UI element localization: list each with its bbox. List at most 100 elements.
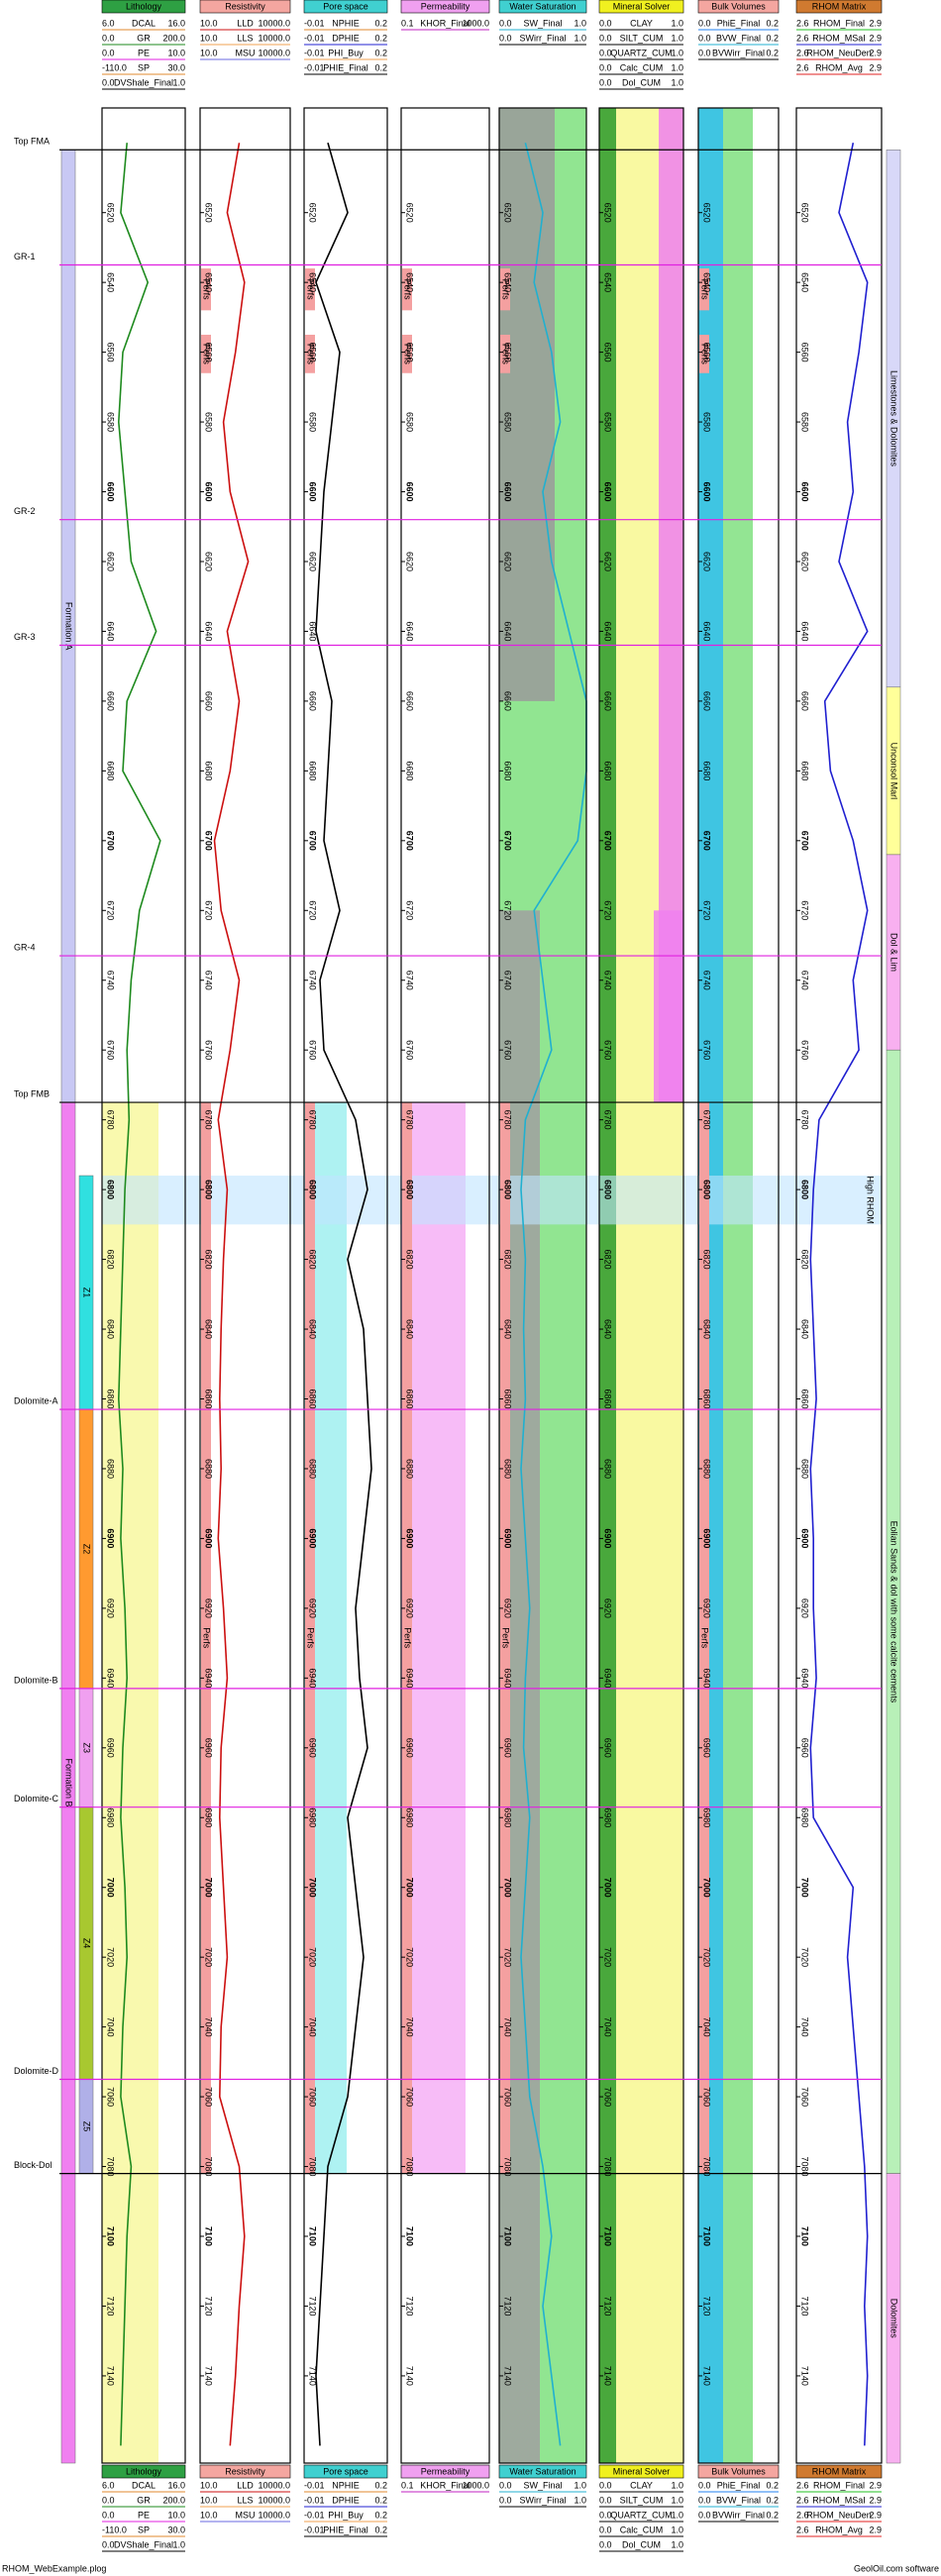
depth-label: 6660	[503, 691, 513, 711]
marker-label: Top FMB	[14, 1088, 50, 1098]
depth-label: 6640	[204, 621, 214, 641]
perf-label: Perfs	[403, 344, 413, 365]
track-title: RHOM Matrix	[812, 1, 867, 11]
perf-band	[699, 1102, 709, 2174]
depth-label: 7000	[106, 1878, 116, 1898]
track-title: Resistivity	[225, 2466, 265, 2476]
scale-right: 0.2	[374, 2480, 387, 2490]
scale-left: 2.6	[796, 33, 809, 43]
scale-right: 200.0	[162, 33, 185, 43]
scale-name: MSU	[236, 48, 256, 57]
depth-label: 6940	[603, 1668, 613, 1688]
track-title: Bulk Volumes	[711, 1, 766, 11]
depth-label: 6700	[503, 831, 513, 851]
scale-left: 0.0	[698, 2495, 711, 2505]
scale-name: DCAL	[132, 18, 156, 28]
track-header	[498, 0, 587, 14]
depth-label: 6880	[603, 1459, 613, 1479]
scale-right: 1.0	[671, 77, 683, 87]
depth-label: 6880	[106, 1459, 116, 1479]
depth-label: 6800	[106, 1180, 116, 1199]
scale-name: PE	[138, 2510, 150, 2520]
perf-band	[402, 268, 412, 311]
depth-label: 6960	[308, 1738, 318, 1758]
curve	[520, 143, 587, 2446]
depth-label: 6700	[702, 831, 712, 851]
perf-band	[402, 334, 412, 373]
fill-area	[499, 108, 555, 701]
scale-left: 0.0	[599, 2480, 612, 2490]
scale-right: 1.0	[671, 2524, 683, 2534]
depth-label: 6720	[204, 900, 214, 920]
scale-right: 0.2	[374, 2510, 387, 2520]
depth-label: 6640	[800, 621, 810, 641]
depth-label: 6940	[800, 1668, 810, 1688]
scale-left: 0.0	[599, 48, 612, 57]
perf-band	[305, 1102, 315, 2174]
track-frame	[795, 107, 883, 2464]
depth-label: 7080	[603, 2157, 613, 2177]
scale-left: 10.0	[200, 2510, 218, 2520]
perf-label: Perfs	[501, 1627, 511, 1649]
scale-right: 30.0	[167, 62, 185, 72]
track-header	[303, 0, 388, 14]
depth-label: 6820	[503, 1250, 513, 1270]
depth-label: 7060	[204, 2087, 214, 2107]
depth-label: 6960	[800, 1738, 810, 1758]
scale-right: 1.0	[172, 2539, 185, 2549]
column-label: Dolomites	[889, 2299, 899, 2339]
depth-label: 6520	[405, 203, 415, 223]
scale-left: -0.01	[304, 2480, 325, 2490]
depth-label: 7120	[106, 2296, 116, 2316]
scale-right: 1.0	[172, 77, 185, 87]
scale-left: -0.01	[304, 2495, 325, 2505]
depth-label: 7120	[503, 2296, 513, 2316]
depth-label: 6720	[106, 900, 116, 920]
track-header	[598, 0, 684, 14]
scale-left: 2.6	[796, 62, 809, 72]
scale-left: 0.0	[499, 33, 512, 43]
depth-label: 6600	[702, 482, 712, 502]
scale-left: 0.0	[698, 48, 711, 57]
depth-label: 6620	[800, 552, 810, 571]
depth-label: 6860	[702, 1389, 712, 1408]
scale-name: PHIE_Final	[323, 62, 368, 72]
depth-label: 6640	[503, 621, 513, 641]
scale-right: 10000.0	[258, 2480, 290, 2490]
scale-right: 30.0	[167, 2524, 185, 2534]
track-header	[598, 2464, 684, 2479]
scale-left: -0.01	[304, 62, 325, 72]
scale-left: 2.6	[796, 48, 809, 57]
scale-right: 0.2	[766, 2495, 779, 2505]
depth-label: 6560	[503, 343, 513, 362]
column-label: Formation A	[64, 602, 74, 651]
depth-label: 7140	[702, 2366, 712, 2386]
scale-right: 2.9	[869, 62, 882, 72]
scale-left: 0.0	[599, 2495, 612, 2505]
depth-label: 6580	[106, 412, 116, 432]
scale-right: 1.0	[671, 33, 683, 43]
scale-right: 1.0	[671, 48, 683, 57]
depth-label: 6540	[800, 272, 810, 292]
scale-left: 0.0	[499, 18, 512, 28]
depth-label: 6680	[204, 761, 214, 780]
depth-label: 6580	[503, 412, 513, 432]
perf-label: Perfs	[306, 279, 316, 301]
depth-label: 7060	[106, 2087, 116, 2107]
track-title: Resistivity	[225, 1, 265, 11]
depth-label: 6900	[800, 1528, 810, 1548]
depth-label: 6640	[702, 621, 712, 641]
depth-label: 6680	[702, 761, 712, 780]
scale-right: 0.2	[766, 18, 779, 28]
depth-label: 6680	[603, 761, 613, 780]
scale-name: Calc_CUM	[620, 62, 664, 72]
depth-label: 7120	[405, 2296, 415, 2316]
perf-label: Perfs	[700, 279, 710, 301]
marker-label: Dolomite-D	[14, 2066, 59, 2076]
depth-label: 7000	[204, 1878, 214, 1898]
depth-label: 6820	[603, 1250, 613, 1270]
scale-name: NPHIE	[332, 18, 360, 28]
depth-label: 6940	[405, 1668, 415, 1688]
scale-left: 0.0	[102, 77, 115, 87]
depth-label: 6780	[702, 1110, 712, 1130]
